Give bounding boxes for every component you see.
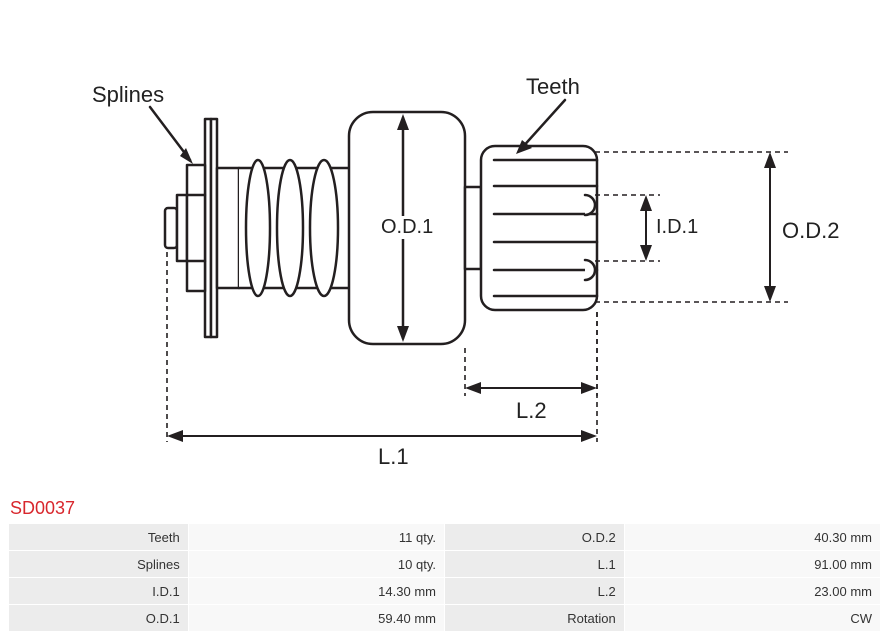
label-l1: L.1 xyxy=(378,444,409,470)
table-row: I.D.114.30 mmL.223.00 mm xyxy=(9,578,880,604)
table-row: Teeth11 qty.O.D.240.30 mm xyxy=(9,524,880,550)
label-l2: L.2 xyxy=(516,398,547,424)
spec-label: I.D.1 xyxy=(9,578,188,604)
spec-value: 14.30 mm xyxy=(189,578,444,604)
label-id1: I.D.1 xyxy=(656,216,698,239)
spec-value: 40.30 mm xyxy=(625,524,880,550)
label-od1: O.D.1 xyxy=(378,216,436,239)
table-row: Splines10 qty.L.191.00 mm xyxy=(9,551,880,577)
spec-value: 23.00 mm xyxy=(625,578,880,604)
spec-value: CW xyxy=(625,605,880,631)
part-number: SD0037 xyxy=(10,498,75,519)
label-teeth: Teeth xyxy=(526,74,580,100)
spec-value: 59.40 mm xyxy=(189,605,444,631)
spec-label: Splines xyxy=(9,551,188,577)
spec-label: L.2 xyxy=(445,578,624,604)
spec-label: O.D.2 xyxy=(445,524,624,550)
spec-value: 10 qty. xyxy=(189,551,444,577)
spec-label: Teeth xyxy=(9,524,188,550)
spec-label: O.D.1 xyxy=(9,605,188,631)
spec-label: L.1 xyxy=(445,551,624,577)
table-row: O.D.159.40 mmRotationCW xyxy=(9,605,880,631)
label-od2: O.D.2 xyxy=(782,218,839,244)
spec-label: Rotation xyxy=(445,605,624,631)
technical-drawing: Splines Teeth O.D.1 O.D.2 I.D.1 L.2 L.1 xyxy=(0,0,889,490)
spec-value: 11 qty. xyxy=(189,524,444,550)
label-splines: Splines xyxy=(92,82,164,108)
spec-value: 91.00 mm xyxy=(625,551,880,577)
specs-table: Teeth11 qty.O.D.240.30 mmSplines10 qty.L… xyxy=(8,523,881,632)
